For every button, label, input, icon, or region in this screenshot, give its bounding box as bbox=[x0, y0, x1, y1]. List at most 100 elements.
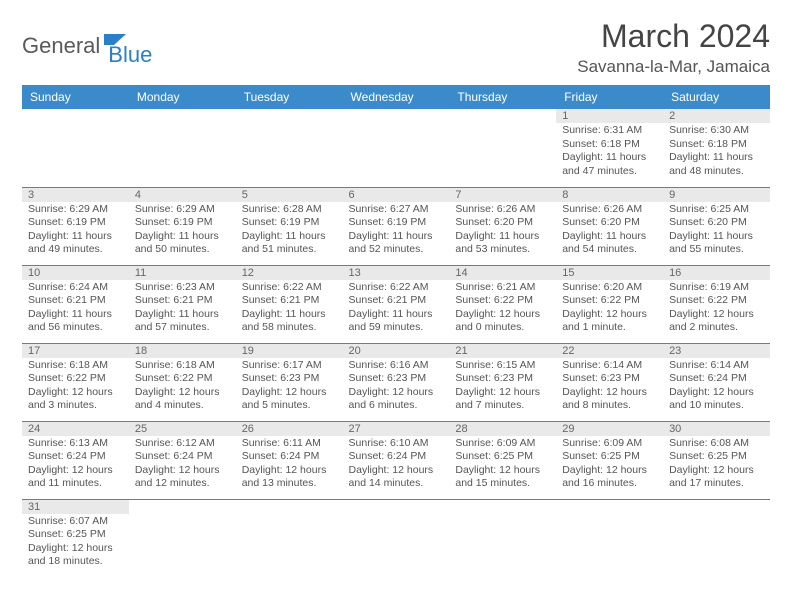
daylight-text: Daylight: 11 hours and 58 minutes. bbox=[242, 308, 337, 335]
sunset-text: Sunset: 6:22 PM bbox=[28, 372, 123, 386]
day-info: Sunrise: 6:14 AMSunset: 6:23 PMDaylight:… bbox=[556, 358, 663, 417]
sunrise-text: Sunrise: 6:28 AM bbox=[242, 203, 337, 217]
sunset-text: Sunset: 6:23 PM bbox=[562, 372, 657, 386]
day-number bbox=[449, 109, 556, 123]
month-title: March 2024 bbox=[577, 18, 770, 55]
calendar-week-row: 31Sunrise: 6:07 AMSunset: 6:25 PMDayligh… bbox=[22, 499, 770, 577]
day-header: Monday bbox=[129, 85, 236, 109]
day-number: 16 bbox=[663, 266, 770, 280]
day-number: 19 bbox=[236, 344, 343, 358]
day-cell: 24Sunrise: 6:13 AMSunset: 6:24 PMDayligh… bbox=[22, 421, 129, 499]
sunrise-text: Sunrise: 6:14 AM bbox=[669, 359, 764, 373]
daylight-text: Daylight: 12 hours and 7 minutes. bbox=[455, 386, 550, 413]
day-number bbox=[22, 109, 129, 123]
day-info: Sunrise: 6:25 AMSunset: 6:20 PMDaylight:… bbox=[663, 202, 770, 261]
daylight-text: Daylight: 12 hours and 11 minutes. bbox=[28, 464, 123, 491]
day-cell: 28Sunrise: 6:09 AMSunset: 6:25 PMDayligh… bbox=[449, 421, 556, 499]
day-info: Sunrise: 6:14 AMSunset: 6:24 PMDaylight:… bbox=[663, 358, 770, 417]
day-info: Sunrise: 6:24 AMSunset: 6:21 PMDaylight:… bbox=[22, 280, 129, 339]
sunrise-text: Sunrise: 6:19 AM bbox=[669, 281, 764, 295]
calendar-week-row: 3Sunrise: 6:29 AMSunset: 6:19 PMDaylight… bbox=[22, 187, 770, 265]
sunrise-text: Sunrise: 6:09 AM bbox=[562, 437, 657, 451]
sunset-text: Sunset: 6:23 PM bbox=[455, 372, 550, 386]
day-cell bbox=[343, 499, 450, 577]
daylight-text: Daylight: 11 hours and 56 minutes. bbox=[28, 308, 123, 335]
sunset-text: Sunset: 6:21 PM bbox=[349, 294, 444, 308]
day-number: 4 bbox=[129, 188, 236, 202]
sunset-text: Sunset: 6:22 PM bbox=[135, 372, 230, 386]
sunset-text: Sunset: 6:25 PM bbox=[28, 528, 123, 542]
sunrise-text: Sunrise: 6:30 AM bbox=[669, 124, 764, 138]
daylight-text: Daylight: 11 hours and 59 minutes. bbox=[349, 308, 444, 335]
sunrise-text: Sunrise: 6:29 AM bbox=[135, 203, 230, 217]
sunset-text: Sunset: 6:18 PM bbox=[669, 138, 764, 152]
day-cell: 15Sunrise: 6:20 AMSunset: 6:22 PMDayligh… bbox=[556, 265, 663, 343]
day-info: Sunrise: 6:13 AMSunset: 6:24 PMDaylight:… bbox=[22, 436, 129, 495]
daylight-text: Daylight: 12 hours and 8 minutes. bbox=[562, 386, 657, 413]
day-header: Saturday bbox=[663, 85, 770, 109]
day-number: 24 bbox=[22, 422, 129, 436]
daylight-text: Daylight: 12 hours and 14 minutes. bbox=[349, 464, 444, 491]
sunrise-text: Sunrise: 6:07 AM bbox=[28, 515, 123, 529]
day-number: 30 bbox=[663, 422, 770, 436]
day-info: Sunrise: 6:09 AMSunset: 6:25 PMDaylight:… bbox=[556, 436, 663, 495]
day-cell: 11Sunrise: 6:23 AMSunset: 6:21 PMDayligh… bbox=[129, 265, 236, 343]
day-cell: 20Sunrise: 6:16 AMSunset: 6:23 PMDayligh… bbox=[343, 343, 450, 421]
day-info: Sunrise: 6:23 AMSunset: 6:21 PMDaylight:… bbox=[129, 280, 236, 339]
day-cell: 12Sunrise: 6:22 AMSunset: 6:21 PMDayligh… bbox=[236, 265, 343, 343]
sunrise-text: Sunrise: 6:22 AM bbox=[242, 281, 337, 295]
day-cell: 1Sunrise: 6:31 AMSunset: 6:18 PMDaylight… bbox=[556, 109, 663, 187]
sunset-text: Sunset: 6:23 PM bbox=[242, 372, 337, 386]
daylight-text: Daylight: 12 hours and 12 minutes. bbox=[135, 464, 230, 491]
day-number bbox=[236, 500, 343, 514]
day-info: Sunrise: 6:16 AMSunset: 6:23 PMDaylight:… bbox=[343, 358, 450, 417]
daylight-text: Daylight: 12 hours and 3 minutes. bbox=[28, 386, 123, 413]
day-cell: 23Sunrise: 6:14 AMSunset: 6:24 PMDayligh… bbox=[663, 343, 770, 421]
day-cell: 6Sunrise: 6:27 AMSunset: 6:19 PMDaylight… bbox=[343, 187, 450, 265]
day-number: 27 bbox=[343, 422, 450, 436]
sunrise-text: Sunrise: 6:11 AM bbox=[242, 437, 337, 451]
sunrise-text: Sunrise: 6:09 AM bbox=[455, 437, 550, 451]
day-header: Wednesday bbox=[343, 85, 450, 109]
day-cell: 4Sunrise: 6:29 AMSunset: 6:19 PMDaylight… bbox=[129, 187, 236, 265]
sunset-text: Sunset: 6:22 PM bbox=[562, 294, 657, 308]
day-number: 14 bbox=[449, 266, 556, 280]
day-number: 20 bbox=[343, 344, 450, 358]
sunrise-text: Sunrise: 6:16 AM bbox=[349, 359, 444, 373]
sunset-text: Sunset: 6:24 PM bbox=[242, 450, 337, 464]
sunset-text: Sunset: 6:25 PM bbox=[669, 450, 764, 464]
day-number: 13 bbox=[343, 266, 450, 280]
sunset-text: Sunset: 6:25 PM bbox=[562, 450, 657, 464]
day-number: 26 bbox=[236, 422, 343, 436]
sunrise-text: Sunrise: 6:08 AM bbox=[669, 437, 764, 451]
day-cell bbox=[556, 499, 663, 577]
day-number: 8 bbox=[556, 188, 663, 202]
daylight-text: Daylight: 11 hours and 52 minutes. bbox=[349, 230, 444, 257]
day-cell bbox=[343, 109, 450, 187]
day-info: Sunrise: 6:31 AMSunset: 6:18 PMDaylight:… bbox=[556, 123, 663, 182]
sunset-text: Sunset: 6:23 PM bbox=[349, 372, 444, 386]
sunrise-text: Sunrise: 6:14 AM bbox=[562, 359, 657, 373]
day-cell: 30Sunrise: 6:08 AMSunset: 6:25 PMDayligh… bbox=[663, 421, 770, 499]
day-info: Sunrise: 6:07 AMSunset: 6:25 PMDaylight:… bbox=[22, 514, 129, 573]
day-number: 18 bbox=[129, 344, 236, 358]
day-info: Sunrise: 6:21 AMSunset: 6:22 PMDaylight:… bbox=[449, 280, 556, 339]
day-number: 12 bbox=[236, 266, 343, 280]
day-number: 9 bbox=[663, 188, 770, 202]
daylight-text: Daylight: 12 hours and 6 minutes. bbox=[349, 386, 444, 413]
calendar-week-row: 24Sunrise: 6:13 AMSunset: 6:24 PMDayligh… bbox=[22, 421, 770, 499]
sunset-text: Sunset: 6:25 PM bbox=[455, 450, 550, 464]
day-cell bbox=[129, 499, 236, 577]
daylight-text: Daylight: 11 hours and 50 minutes. bbox=[135, 230, 230, 257]
day-info: Sunrise: 6:12 AMSunset: 6:24 PMDaylight:… bbox=[129, 436, 236, 495]
sunset-text: Sunset: 6:20 PM bbox=[669, 216, 764, 230]
logo-text-general: General bbox=[22, 33, 100, 59]
sunset-text: Sunset: 6:24 PM bbox=[669, 372, 764, 386]
daylight-text: Daylight: 11 hours and 51 minutes. bbox=[242, 230, 337, 257]
sunset-text: Sunset: 6:19 PM bbox=[242, 216, 337, 230]
day-number: 5 bbox=[236, 188, 343, 202]
day-cell: 2Sunrise: 6:30 AMSunset: 6:18 PMDaylight… bbox=[663, 109, 770, 187]
day-cell: 17Sunrise: 6:18 AMSunset: 6:22 PMDayligh… bbox=[22, 343, 129, 421]
day-cell bbox=[236, 499, 343, 577]
day-cell: 8Sunrise: 6:26 AMSunset: 6:20 PMDaylight… bbox=[556, 187, 663, 265]
